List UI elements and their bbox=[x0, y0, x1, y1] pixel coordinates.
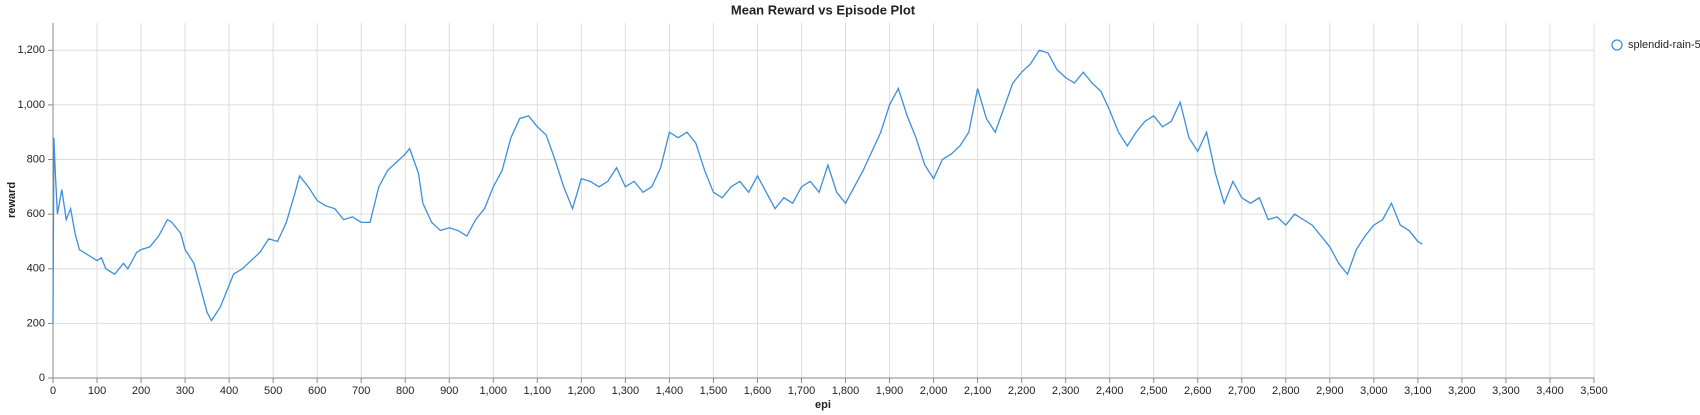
x-tick-label: 2,600 bbox=[1184, 385, 1212, 397]
x-tick-label: 1,000 bbox=[480, 385, 508, 397]
x-tick-label: 2,200 bbox=[1008, 385, 1036, 397]
y-tick-label: 600 bbox=[27, 208, 45, 220]
y-axis-label: reward bbox=[6, 182, 18, 218]
x-tick-label: 1,400 bbox=[656, 385, 684, 397]
x-tick-label: 2,400 bbox=[1096, 385, 1124, 397]
y-tick-label: 400 bbox=[27, 263, 45, 275]
y-tick-label: 1,000 bbox=[17, 99, 45, 111]
legend-symbol bbox=[1611, 39, 1623, 51]
x-tick-label: 1,500 bbox=[700, 385, 728, 397]
x-tick-label: 1,800 bbox=[832, 385, 860, 397]
line bbox=[52, 49, 1423, 324]
legend-label: splendid-rain-5 bbox=[1628, 39, 1700, 51]
y-tick-label: 800 bbox=[27, 153, 45, 165]
x-tick-label: 3,500 bbox=[1580, 385, 1608, 397]
x-tick-label: 1,100 bbox=[524, 385, 552, 397]
x-tick-label: 0 bbox=[50, 385, 56, 397]
x-tick-label: 2,000 bbox=[920, 385, 948, 397]
x-tick-label: 1,300 bbox=[612, 385, 640, 397]
x-tick-label: 300 bbox=[176, 385, 194, 397]
x-tick-label: 2,900 bbox=[1316, 385, 1344, 397]
x-tick-label: 900 bbox=[440, 385, 458, 397]
x-tick-label: 500 bbox=[264, 385, 282, 397]
y-tick-label: 1,200 bbox=[17, 44, 45, 56]
y-tick-label: 200 bbox=[27, 317, 45, 329]
chart-title: Mean Reward vs Episode Plot bbox=[731, 2, 916, 17]
x-tick-label: 2,700 bbox=[1228, 385, 1256, 397]
x-tick-label: 200 bbox=[132, 385, 150, 397]
x-tick-label: 2,300 bbox=[1052, 385, 1080, 397]
x-tick-label: 3,400 bbox=[1536, 385, 1564, 397]
x-tick-label: 3,200 bbox=[1448, 385, 1476, 397]
x-tick-label: 3,300 bbox=[1492, 385, 1520, 397]
x-tick-label: 800 bbox=[396, 385, 414, 397]
x-tick-label: 2,100 bbox=[964, 385, 992, 397]
y-tick-label: 0 bbox=[39, 372, 45, 384]
x-tick-label: 1,700 bbox=[788, 385, 816, 397]
x-tick-label: 700 bbox=[352, 385, 370, 397]
x-tick-label: 1,600 bbox=[744, 385, 772, 397]
x-tick-label: 1,900 bbox=[876, 385, 904, 397]
x-tick-label: 400 bbox=[220, 385, 238, 397]
x-tick-label: 2,800 bbox=[1272, 385, 1300, 397]
x-axis-label: epi bbox=[815, 399, 831, 411]
x-tick-label: 1,200 bbox=[568, 385, 596, 397]
x-tick-label: 600 bbox=[308, 385, 326, 397]
x-tick-label: 3,100 bbox=[1404, 385, 1432, 397]
x-tick-label: 2,500 bbox=[1140, 385, 1168, 397]
x-tick-label: 100 bbox=[88, 385, 106, 397]
x-tick-label: 3,000 bbox=[1360, 385, 1388, 397]
